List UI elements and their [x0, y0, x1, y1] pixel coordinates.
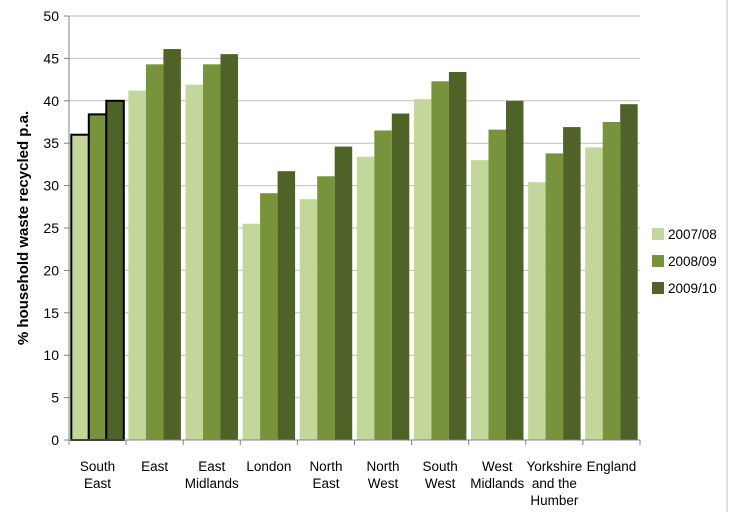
x-category-label: North [367, 459, 400, 474]
bar-2009-10-south-west [448, 71, 467, 440]
bar-2007-08-south-east [70, 133, 90, 441]
bar-2008-09-north-west [374, 130, 392, 441]
bar-2009-10-east-midlands [220, 54, 238, 440]
x-category-label: North [309, 459, 342, 474]
y-axis-title: % household waste recycled p.a. [15, 111, 32, 345]
legend-label: 2007/08 [668, 227, 717, 242]
bar-2009-10-london [277, 171, 296, 440]
legend-label: 2008/09 [668, 254, 717, 269]
x-category-label: and the [532, 476, 577, 491]
bar-2009-10-west-midlands [506, 100, 524, 441]
x-category-label: West [482, 459, 513, 474]
bar-2008-09-south-east [87, 113, 108, 441]
x-category-label: West [368, 476, 399, 491]
y-tick-label: 30 [43, 178, 59, 194]
x-category-label: South [80, 459, 115, 474]
x-category-label: London [246, 459, 291, 474]
y-tick-label: 20 [43, 262, 59, 278]
y-tick-label: 50 [43, 8, 59, 24]
x-category-label: Yorkshire [526, 459, 582, 474]
bar-2009-10-north-east [334, 146, 353, 441]
x-category-label: South [423, 459, 458, 474]
bar-2009-10-east [163, 49, 181, 441]
y-tick-label: 35 [43, 135, 59, 151]
legend-swatch [652, 228, 664, 240]
bar-2007-08-east [128, 90, 146, 441]
y-tick-label: 15 [43, 305, 59, 321]
y-tick-label: 5 [51, 390, 59, 406]
bar-2009-10-yorkshire-and-the-humber [563, 127, 581, 440]
bars [70, 49, 638, 442]
bar-2007-08-yorkshire-and-the-humber [528, 182, 546, 440]
bar-2008-09-south-west [431, 81, 449, 441]
bar-2008-09-england [602, 122, 621, 440]
x-category-label: East [84, 476, 111, 491]
legend-swatch [652, 282, 664, 294]
legend-label: 2009/10 [668, 281, 717, 296]
bar-2007-08-east-midlands [185, 84, 203, 441]
bar-2007-08-london [242, 223, 261, 440]
y-tick-label: 45 [43, 50, 59, 66]
bar-2009-10-south-east [105, 99, 125, 442]
legend: 2007/08 2008/09 2009/10 [652, 227, 717, 296]
x-category-label: Midlands [185, 476, 239, 491]
x-category-label: England [587, 459, 637, 474]
bar-2008-09-north-east [317, 176, 335, 440]
axes [64, 16, 641, 445]
y-tick-labels: 0 5 10 15 20 25 30 35 40 45 50 [43, 8, 59, 448]
x-category-label: Humber [530, 493, 579, 508]
y-tick-label: 10 [43, 347, 59, 363]
y-tick-label: 25 [43, 220, 59, 236]
bar-2008-09-west-midlands [488, 129, 506, 440]
x-category-label: East [198, 459, 225, 474]
bar-2008-09-yorkshire-and-the-humber [545, 153, 564, 440]
x-category-label: West [425, 476, 456, 491]
bar-2007-08-north-east [299, 199, 318, 440]
bar-2008-09-east-midlands [203, 64, 221, 440]
x-category-labels: South East East East Midlands London North East… [80, 459, 636, 508]
legend-swatch [652, 255, 664, 267]
bar-2007-08-england [585, 147, 603, 440]
y-tick-label: 40 [43, 93, 59, 109]
bar-2007-08-north-west [356, 156, 375, 440]
x-category-label: Midlands [470, 476, 524, 491]
bar-2007-08-south-west [413, 99, 432, 440]
bar-2009-10-north-west [391, 113, 410, 441]
bar-2007-08-west-midlands [471, 160, 489, 440]
bar-2009-10-england [620, 104, 638, 440]
bar-2008-09-london [260, 193, 278, 440]
x-category-label: East [141, 459, 168, 474]
x-category-label: East [312, 476, 339, 491]
y-tick-label: 0 [51, 432, 59, 448]
bar-2008-09-east [145, 64, 164, 440]
